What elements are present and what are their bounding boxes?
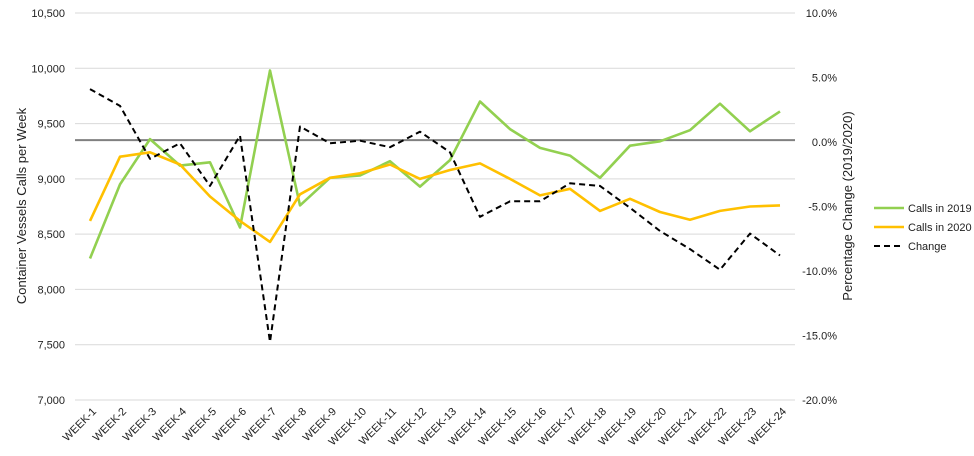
- y-tick-label: 9,000: [37, 174, 65, 186]
- left-axis-ticks: 7,000 7,500 8,000 8,500 9,000 9,500 10,000 10,5…: [31, 8, 65, 407]
- series-lines: [88, 69, 781, 343]
- series-line-calls-in-2019: [88, 69, 781, 259]
- y-axis-title: Container Vessels Calls per Week: [14, 107, 29, 304]
- y-tick-label: 7,000: [37, 395, 65, 407]
- series-line-change: [89, 88, 781, 343]
- y-tick-label: 8,500: [37, 229, 65, 241]
- gridlines: [75, 12, 795, 401]
- series-line-calls-in-2020: [88, 151, 781, 244]
- right-axis-ticks: -20.0% -15.0% -10.0% -5.0% 0.0% 5.0% 10.0%: [802, 8, 837, 407]
- y2-tick-label: 5.0%: [812, 73, 837, 85]
- y2-tick-label: -5.0%: [808, 202, 837, 214]
- y2-tick-label: -10.0%: [802, 266, 837, 278]
- y2-tick-label: -20.0%: [802, 395, 837, 407]
- y-tick-label: 7,500: [37, 340, 65, 352]
- y2-axis-title: Percentage Change (2019/2020): [840, 111, 855, 300]
- y-tick-label: 10,500: [31, 8, 65, 20]
- y-tick-label: 9,500: [37, 119, 65, 131]
- y2-tick-label: -15.0%: [802, 331, 837, 343]
- y-tick-label: 8,000: [37, 284, 65, 296]
- y2-tick-label: 0.0%: [812, 137, 837, 149]
- y-tick-label: 10,000: [31, 63, 65, 75]
- legend-label: Calls in 2019: [908, 203, 972, 215]
- legend-label: Change: [908, 241, 947, 253]
- legend-label: Calls in 2020: [908, 222, 972, 234]
- legend: Calls in 2019 Calls in 2020 Change: [874, 203, 972, 253]
- y2-tick-label: 10.0%: [806, 8, 837, 20]
- x-axis-ticks: WEEK-1WEEK-2WEEK-3WEEK-4WEEK-5WEEK-6WEEK…: [61, 406, 789, 449]
